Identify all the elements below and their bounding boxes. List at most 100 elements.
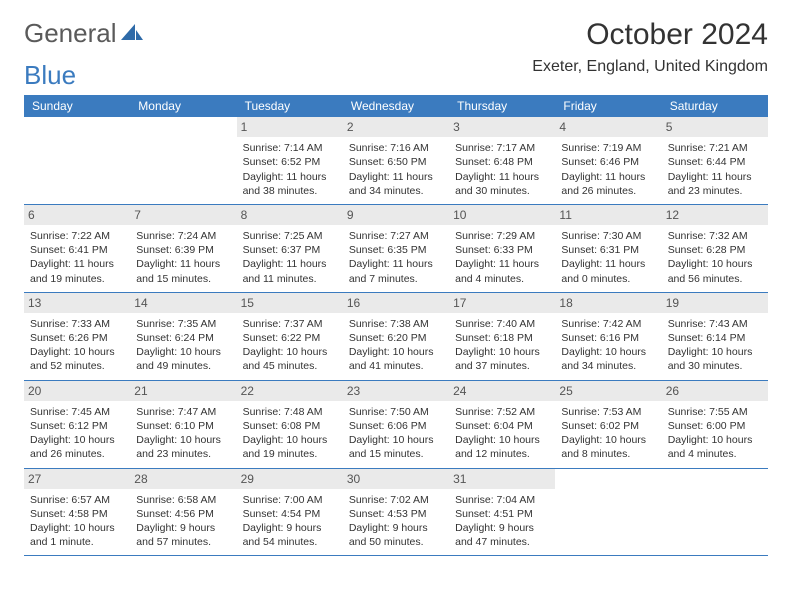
day-cell: 28Sunrise: 6:58 AMSunset: 4:56 PMDayligh… (130, 469, 236, 556)
day-number: 8 (237, 205, 343, 225)
sunset-line: Sunset: 6:16 PM (561, 331, 655, 345)
week-row: 20Sunrise: 7:45 AMSunset: 6:12 PMDayligh… (24, 381, 768, 469)
day-number: 23 (343, 381, 449, 401)
weeks-container: 1Sunrise: 7:14 AMSunset: 6:52 PMDaylight… (24, 117, 768, 556)
daylight-line: Daylight: 11 hours and 4 minutes. (455, 257, 549, 285)
day-number: 13 (24, 293, 130, 313)
sunrise-line: Sunrise: 7:21 AM (668, 141, 762, 155)
day-cell: 17Sunrise: 7:40 AMSunset: 6:18 PMDayligh… (449, 293, 555, 380)
daylight-line: Daylight: 10 hours and 8 minutes. (561, 433, 655, 461)
sunrise-line: Sunrise: 7:33 AM (30, 317, 124, 331)
day-cell: 14Sunrise: 7:35 AMSunset: 6:24 PMDayligh… (130, 293, 236, 380)
logo-text-a: General (24, 18, 117, 49)
day-number: 14 (130, 293, 236, 313)
sunrise-line: Sunrise: 7:24 AM (136, 229, 230, 243)
day-number: 16 (343, 293, 449, 313)
day-cell: 7 Sunrise: 7:24 AMSunset: 6:39 PMDaylight… (130, 205, 236, 292)
daylight-line: Daylight: 11 hours and 15 minutes. (136, 257, 230, 285)
day-number: 19 (662, 293, 768, 313)
week-row: 13Sunrise: 7:33 AMSunset: 6:26 PMDayligh… (24, 293, 768, 381)
sunrise-line: Sunrise: 7:04 AM (455, 493, 549, 507)
day-cell: 31Sunrise: 7:04 AMSunset: 4:51 PMDayligh… (449, 469, 555, 556)
day-number: 17 (449, 293, 555, 313)
sunset-line: Sunset: 4:53 PM (349, 507, 443, 521)
day-number: 15 (237, 293, 343, 313)
day-cell: 4Sunrise: 7:19 AMSunset: 6:46 PMDaylight… (555, 117, 661, 204)
day-number: 21 (130, 381, 236, 401)
logo: General (24, 18, 145, 49)
day-cell: 10Sunrise: 7:29 AMSunset: 6:33 PMDayligh… (449, 205, 555, 292)
sunrise-line: Sunrise: 7:22 AM (30, 229, 124, 243)
day-cell: 3Sunrise: 7:17 AMSunset: 6:48 PMDaylight… (449, 117, 555, 204)
day-cell: 30Sunrise: 7:02 AMSunset: 4:53 PMDayligh… (343, 469, 449, 556)
day-number: 20 (24, 381, 130, 401)
day-cell: 15Sunrise: 7:37 AMSunset: 6:22 PMDayligh… (237, 293, 343, 380)
day-cell: 12Sunrise: 7:32 AMSunset: 6:28 PMDayligh… (662, 205, 768, 292)
day-cell-empty (24, 117, 130, 204)
day-number: 22 (237, 381, 343, 401)
sunset-line: Sunset: 6:08 PM (243, 419, 337, 433)
sunset-line: Sunset: 6:35 PM (349, 243, 443, 257)
daylight-line: Daylight: 10 hours and 1 minute. (30, 521, 124, 549)
sunset-line: Sunset: 4:58 PM (30, 507, 124, 521)
daylight-line: Daylight: 10 hours and 34 minutes. (561, 345, 655, 373)
sunrise-line: Sunrise: 7:37 AM (243, 317, 337, 331)
day-number: 28 (130, 469, 236, 489)
sunrise-line: Sunrise: 7:43 AM (668, 317, 762, 331)
day-cell: 26Sunrise: 7:55 AMSunset: 6:00 PMDayligh… (662, 381, 768, 468)
day-cell: 20Sunrise: 7:45 AMSunset: 6:12 PMDayligh… (24, 381, 130, 468)
day-number: 27 (24, 469, 130, 489)
day-cell: 8Sunrise: 7:25 AMSunset: 6:37 PMDaylight… (237, 205, 343, 292)
daylight-line: Daylight: 10 hours and 52 minutes. (30, 345, 124, 373)
weekday-header: Monday (130, 95, 236, 117)
daylight-line: Daylight: 10 hours and 15 minutes. (349, 433, 443, 461)
weekday-header: Wednesday (343, 95, 449, 117)
daylight-line: Daylight: 11 hours and 38 minutes. (243, 170, 337, 198)
daylight-line: Daylight: 9 hours and 54 minutes. (243, 521, 337, 549)
sunrise-line: Sunrise: 7:52 AM (455, 405, 549, 419)
daylight-line: Daylight: 11 hours and 11 minutes. (243, 257, 337, 285)
day-number: 7 (130, 205, 236, 225)
sunset-line: Sunset: 4:54 PM (243, 507, 337, 521)
sunrise-line: Sunrise: 6:57 AM (30, 493, 124, 507)
day-cell: 18Sunrise: 7:42 AMSunset: 6:16 PMDayligh… (555, 293, 661, 380)
day-cell: 5Sunrise: 7:21 AMSunset: 6:44 PMDaylight… (662, 117, 768, 204)
sunset-line: Sunset: 6:39 PM (136, 243, 230, 257)
daylight-line: Daylight: 9 hours and 57 minutes. (136, 521, 230, 549)
sunset-line: Sunset: 6:04 PM (455, 419, 549, 433)
daylight-line: Daylight: 10 hours and 4 minutes. (668, 433, 762, 461)
sunset-line: Sunset: 6:00 PM (668, 419, 762, 433)
day-cell-empty (555, 469, 661, 556)
sunrise-line: Sunrise: 7:35 AM (136, 317, 230, 331)
day-number: 29 (237, 469, 343, 489)
daylight-line: Daylight: 10 hours and 12 minutes. (455, 433, 549, 461)
day-cell: 6Sunrise: 7:22 AMSunset: 6:41 PMDaylight… (24, 205, 130, 292)
sunset-line: Sunset: 6:46 PM (561, 155, 655, 169)
day-number: 4 (555, 117, 661, 137)
day-cell: 24Sunrise: 7:52 AMSunset: 6:04 PMDayligh… (449, 381, 555, 468)
sunset-line: Sunset: 6:14 PM (668, 331, 762, 345)
daylight-line: Daylight: 11 hours and 7 minutes. (349, 257, 443, 285)
sunset-line: Sunset: 6:06 PM (349, 419, 443, 433)
day-cell: 25Sunrise: 7:53 AMSunset: 6:02 PMDayligh… (555, 381, 661, 468)
weekday-header: Tuesday (237, 95, 343, 117)
sunrise-line: Sunrise: 7:42 AM (561, 317, 655, 331)
sunrise-line: Sunrise: 7:55 AM (668, 405, 762, 419)
day-number: 2 (343, 117, 449, 137)
logo-sail-icon (121, 18, 143, 49)
day-cell-empty (130, 117, 236, 204)
day-number: 6 (24, 205, 130, 225)
day-number: 11 (555, 205, 661, 225)
sunset-line: Sunset: 6:33 PM (455, 243, 549, 257)
sunrise-line: Sunrise: 7:19 AM (561, 141, 655, 155)
day-number: 31 (449, 469, 555, 489)
daylight-line: Daylight: 10 hours and 41 minutes. (349, 345, 443, 373)
sunset-line: Sunset: 6:50 PM (349, 155, 443, 169)
daylight-line: Daylight: 10 hours and 19 minutes. (243, 433, 337, 461)
sunset-line: Sunset: 6:10 PM (136, 419, 230, 433)
daylight-line: Daylight: 11 hours and 30 minutes. (455, 170, 549, 198)
week-row: 6Sunrise: 7:22 AMSunset: 6:41 PMDaylight… (24, 205, 768, 293)
sunrise-line: Sunrise: 7:02 AM (349, 493, 443, 507)
sunset-line: Sunset: 6:37 PM (243, 243, 337, 257)
sunset-line: Sunset: 6:20 PM (349, 331, 443, 345)
